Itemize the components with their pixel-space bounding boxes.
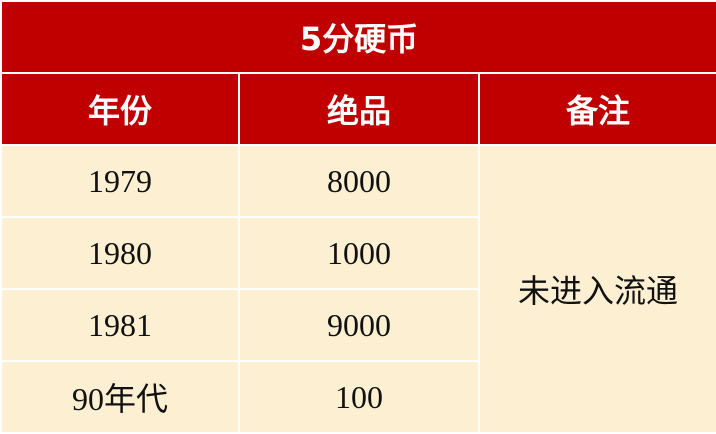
cell-year: 1980 xyxy=(0,216,240,290)
table-row: 1979 8000 未进入流通 xyxy=(0,144,716,434)
cell-value: 8000 xyxy=(238,144,480,218)
table-row: 1981 9000 xyxy=(0,288,716,362)
table-row: 1980 1000 xyxy=(0,216,716,290)
table-row: 90年代 100 xyxy=(0,360,716,434)
cell-year: 90年代 xyxy=(0,360,240,434)
header-note: 备注 xyxy=(478,72,716,146)
cell-year: 1979 xyxy=(0,144,240,218)
cell-value: 1000 xyxy=(238,216,480,290)
table-title: 5分硬币 xyxy=(0,0,716,74)
header-year: 年份 xyxy=(0,72,240,146)
cell-value: 100 xyxy=(238,360,480,434)
header-value: 绝品 xyxy=(238,72,480,146)
cell-year: 1981 xyxy=(0,288,240,362)
cell-value: 9000 xyxy=(238,288,480,362)
cell-note: 未进入流通 xyxy=(478,144,716,434)
